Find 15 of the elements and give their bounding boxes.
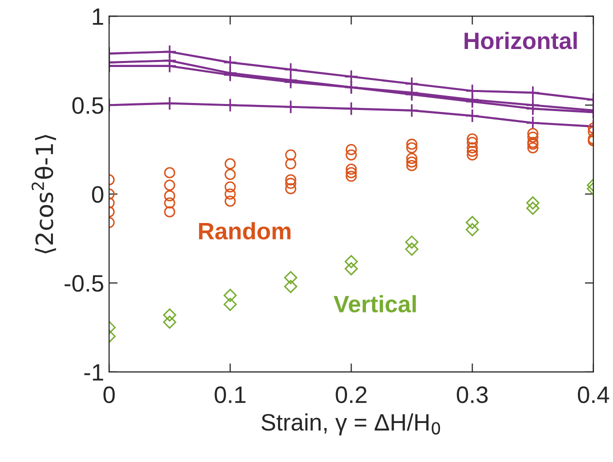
x-tick-label: 0.1	[214, 386, 246, 404]
annotation: Horizontal	[464, 32, 577, 50]
y-tick-label: 0	[92, 186, 104, 203]
y-tick-label: 1	[92, 8, 104, 25]
x-tick-label: 0.4	[578, 386, 610, 404]
x-tick-label: 0	[103, 386, 115, 404]
y-axis-title: ⟨2cos$^{2}$θ-1⟩	[32, 134, 56, 254]
y-tick-label: -0.5	[64, 275, 104, 292]
y-tick-label: 0.5	[72, 97, 104, 114]
x-axis-title: Strain, γ = ΔH/H$_{0}$	[262, 413, 440, 436]
annotation: Vertical	[334, 295, 416, 312]
y-tick-label: -1	[84, 364, 104, 380]
x-tick-label: 0.3	[456, 386, 488, 404]
x-tick-label: 0.2	[336, 386, 366, 404]
annotation: Random	[199, 222, 290, 240]
